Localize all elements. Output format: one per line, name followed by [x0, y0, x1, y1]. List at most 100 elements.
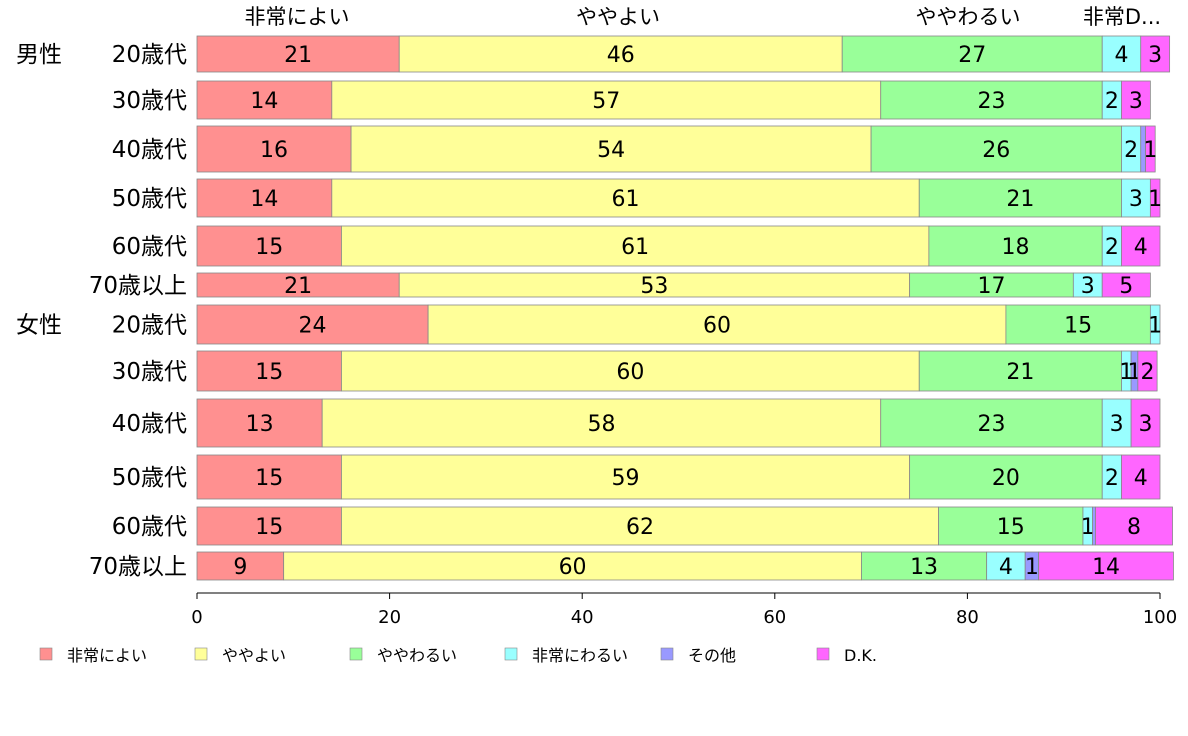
bar-segment	[398, 35, 843, 73]
legend-swatch	[504, 647, 518, 661]
bar-segment	[1140, 35, 1171, 73]
data-label: 61	[612, 187, 640, 212]
data-label: 1	[1148, 314, 1162, 339]
row-label: 60歳代	[112, 514, 187, 540]
data-label: 62	[626, 515, 654, 540]
legend-label: ややよい	[222, 646, 286, 665]
bar-segment	[1149, 178, 1161, 218]
row-label: 50歳代	[112, 186, 187, 212]
data-label: 57	[592, 89, 620, 114]
bar-segment	[918, 178, 1122, 218]
data-label: 15	[255, 466, 283, 491]
bar-segment	[341, 225, 930, 267]
bar-segment	[909, 272, 1074, 298]
bar-segment	[1137, 350, 1158, 392]
bar-segment	[1145, 125, 1156, 173]
data-label: 21	[1006, 187, 1034, 212]
data-label: 26	[982, 138, 1010, 163]
top-label: 非常D...	[1083, 5, 1161, 29]
data-label: 23	[977, 412, 1005, 437]
bar-segment	[861, 551, 988, 581]
data-label: 13	[246, 412, 274, 437]
bar-segment	[196, 272, 400, 298]
legend-swatch	[816, 647, 830, 661]
bar-segment	[918, 350, 1122, 392]
bar-segment	[321, 398, 882, 448]
row-label: 20歳代	[112, 42, 187, 68]
data-label: 18	[1002, 235, 1030, 260]
data-label: 2	[1105, 466, 1119, 491]
data-label: 3	[1081, 274, 1095, 299]
data-label: 24	[299, 314, 327, 339]
data-label: 4	[1134, 466, 1148, 491]
data-label: 23	[977, 89, 1005, 114]
bar-segment	[196, 35, 400, 73]
top-label: ややよい	[576, 5, 660, 29]
bar-segment	[880, 80, 1103, 120]
data-label: 1	[1025, 555, 1039, 580]
row-label: 20歳代	[112, 313, 187, 339]
data-label: 15	[255, 515, 283, 540]
bar-segment	[331, 178, 920, 218]
bar-segment	[1121, 178, 1151, 218]
bar-segment	[427, 304, 1007, 345]
bar-segment	[1130, 398, 1161, 448]
bar-segment	[341, 350, 920, 392]
data-label: 21	[284, 274, 312, 299]
data-label: 3	[1139, 412, 1153, 437]
bar-segment	[928, 225, 1103, 267]
data-label: 2	[1105, 235, 1119, 260]
data-label: 15	[255, 360, 283, 385]
data-label: 1	[1119, 360, 1133, 385]
row-label: 30歳代	[112, 88, 187, 114]
legend-label: D.K.	[844, 646, 877, 665]
x-tick-label: 60	[763, 607, 786, 628]
row-label: 40歳代	[112, 137, 187, 163]
bar-segment	[1101, 272, 1151, 298]
data-label: 15	[997, 515, 1025, 540]
data-label: 3	[1129, 89, 1143, 114]
data-label: 2	[1140, 360, 1154, 385]
data-label: 15	[1064, 314, 1092, 339]
bar-segment	[909, 454, 1103, 500]
legend-swatch	[349, 647, 363, 661]
data-label: 4	[1114, 43, 1128, 68]
bar-segment	[196, 80, 333, 120]
data-label: 13	[910, 555, 938, 580]
x-tick-label: 80	[956, 607, 979, 628]
top-label: ややわるい	[916, 5, 1021, 29]
bar-segment	[1038, 551, 1174, 581]
top-label: 非常によい	[245, 5, 350, 29]
bar-segment	[283, 551, 862, 581]
data-label: 3	[1110, 412, 1124, 437]
data-label: 60	[559, 555, 587, 580]
data-label: 46	[607, 43, 635, 68]
row-label: 60歳代	[112, 234, 187, 260]
data-label: 5	[1119, 274, 1133, 299]
data-label: 58	[587, 412, 615, 437]
bar-segment	[880, 398, 1103, 448]
data-label: 60	[616, 360, 644, 385]
group-label: 女性	[16, 313, 62, 339]
x-tick-label: 100	[1143, 607, 1177, 628]
data-label: 53	[640, 274, 668, 299]
data-label: 8	[1127, 515, 1141, 540]
data-label: 61	[621, 235, 649, 260]
bar-segment	[196, 304, 429, 345]
bar-segment	[1121, 454, 1161, 500]
legend-label: 非常にわるい	[532, 646, 628, 665]
legend-swatch	[194, 647, 208, 661]
bar-segment	[341, 506, 939, 546]
data-label: 3	[1129, 187, 1143, 212]
group-label: 男性	[16, 42, 62, 68]
row-label: 70歳以上	[89, 273, 187, 299]
bar-segment	[870, 125, 1122, 173]
bar-segment	[938, 506, 1084, 546]
data-label: 17	[977, 274, 1005, 299]
data-label: 60	[703, 314, 731, 339]
row-label: 70歳以上	[89, 554, 187, 580]
data-label: 1	[1148, 187, 1162, 212]
data-label: 2	[1105, 89, 1119, 114]
bar-segment	[1121, 225, 1161, 267]
